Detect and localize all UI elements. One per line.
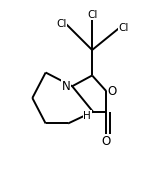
Text: O: O — [107, 85, 117, 98]
Text: O: O — [102, 135, 111, 148]
Text: Cl: Cl — [87, 10, 97, 20]
Text: H: H — [83, 111, 91, 121]
Text: N: N — [62, 80, 70, 93]
Text: Cl: Cl — [119, 23, 129, 34]
Text: Cl: Cl — [56, 18, 67, 29]
